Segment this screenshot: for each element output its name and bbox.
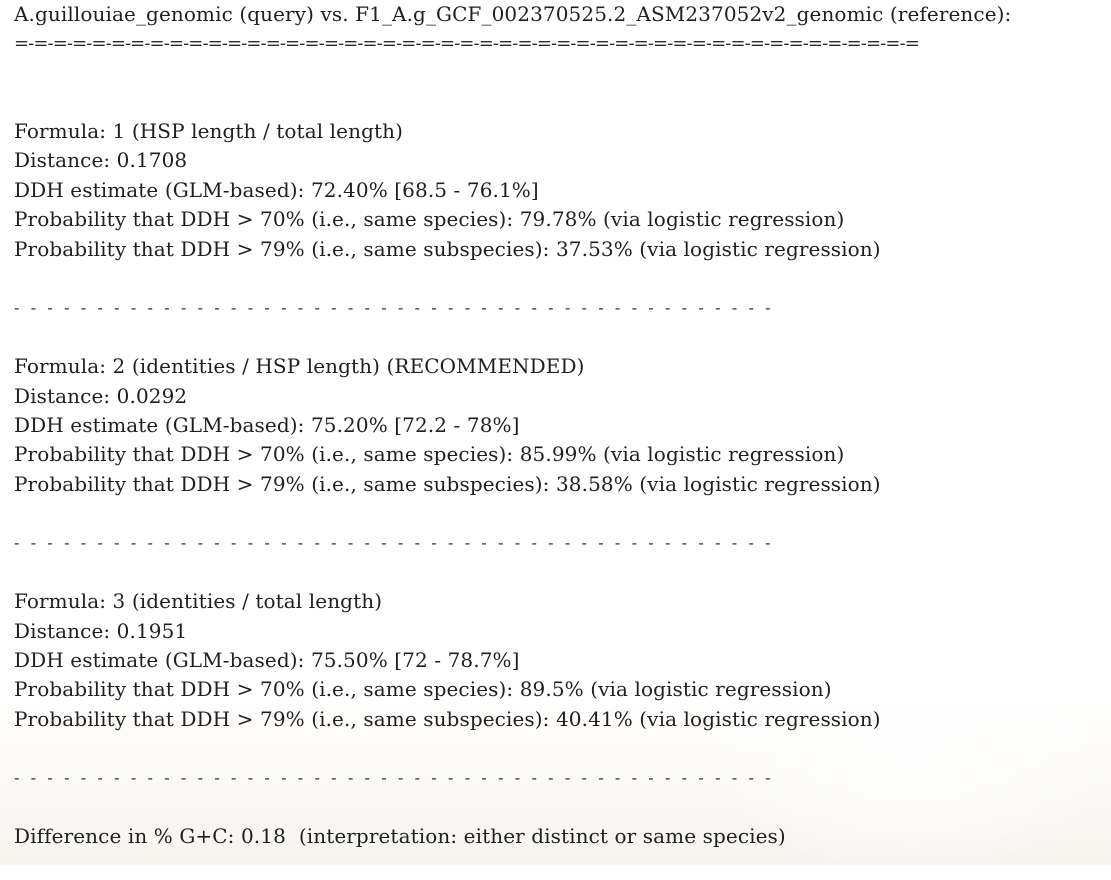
formula-3-probability-subspecies: Probability that DDH > 79% (i.e., same s… bbox=[14, 707, 881, 731]
formula-2-separator: - - - - - - - - - - - - - - - - - - - - … bbox=[14, 533, 774, 552]
formula-2-label: Formula: 2 (identities / HSP length) (RE… bbox=[14, 354, 585, 378]
formula-3-label: Formula: 3 (identities / total length) bbox=[14, 589, 383, 613]
formula-1-ddh-estimate: DDH estimate (GLM-based): 72.40% [68.5 -… bbox=[14, 178, 539, 202]
gc-difference: Difference in % G+C: 0.18 (interpretatio… bbox=[14, 824, 786, 848]
formula-1-probability-species: Probability that DDH > 70% (i.e., same s… bbox=[14, 207, 845, 231]
comparison-title: A.guillouiae_genomic (query) vs. F1_A.g_… bbox=[14, 2, 1012, 26]
formula-2-probability-species: Probability that DDH > 70% (i.e., same s… bbox=[14, 442, 845, 466]
formula-1-separator: - - - - - - - - - - - - - - - - - - - - … bbox=[14, 298, 774, 317]
formula-3-ddh-estimate: DDH estimate (GLM-based): 75.50% [72 - 7… bbox=[14, 648, 520, 672]
formula-1-distance: Distance: 0.1708 bbox=[14, 148, 188, 172]
formula-2-probability-subspecies: Probability that DDH > 79% (i.e., same s… bbox=[14, 472, 881, 496]
formula-1-probability-subspecies: Probability that DDH > 79% (i.e., same s… bbox=[14, 237, 881, 261]
formula-3-distance: Distance: 0.1951 bbox=[14, 619, 188, 643]
formula-3-separator: - - - - - - - - - - - - - - - - - - - - … bbox=[14, 768, 774, 787]
formula-3-probability-species: Probability that DDH > 70% (i.e., same s… bbox=[14, 677, 832, 701]
formula-1-label: Formula: 1 (HSP length / total length) bbox=[14, 119, 404, 143]
formula-2-distance: Distance: 0.0292 bbox=[14, 384, 188, 408]
formula-2-ddh-estimate: DDH estimate (GLM-based): 75.20% [72.2 -… bbox=[14, 413, 520, 437]
title-underline: =-=-=-=-=-=-=-=-=-=-=-=-=-=-=-=-=-=-=-=-… bbox=[14, 33, 920, 54]
